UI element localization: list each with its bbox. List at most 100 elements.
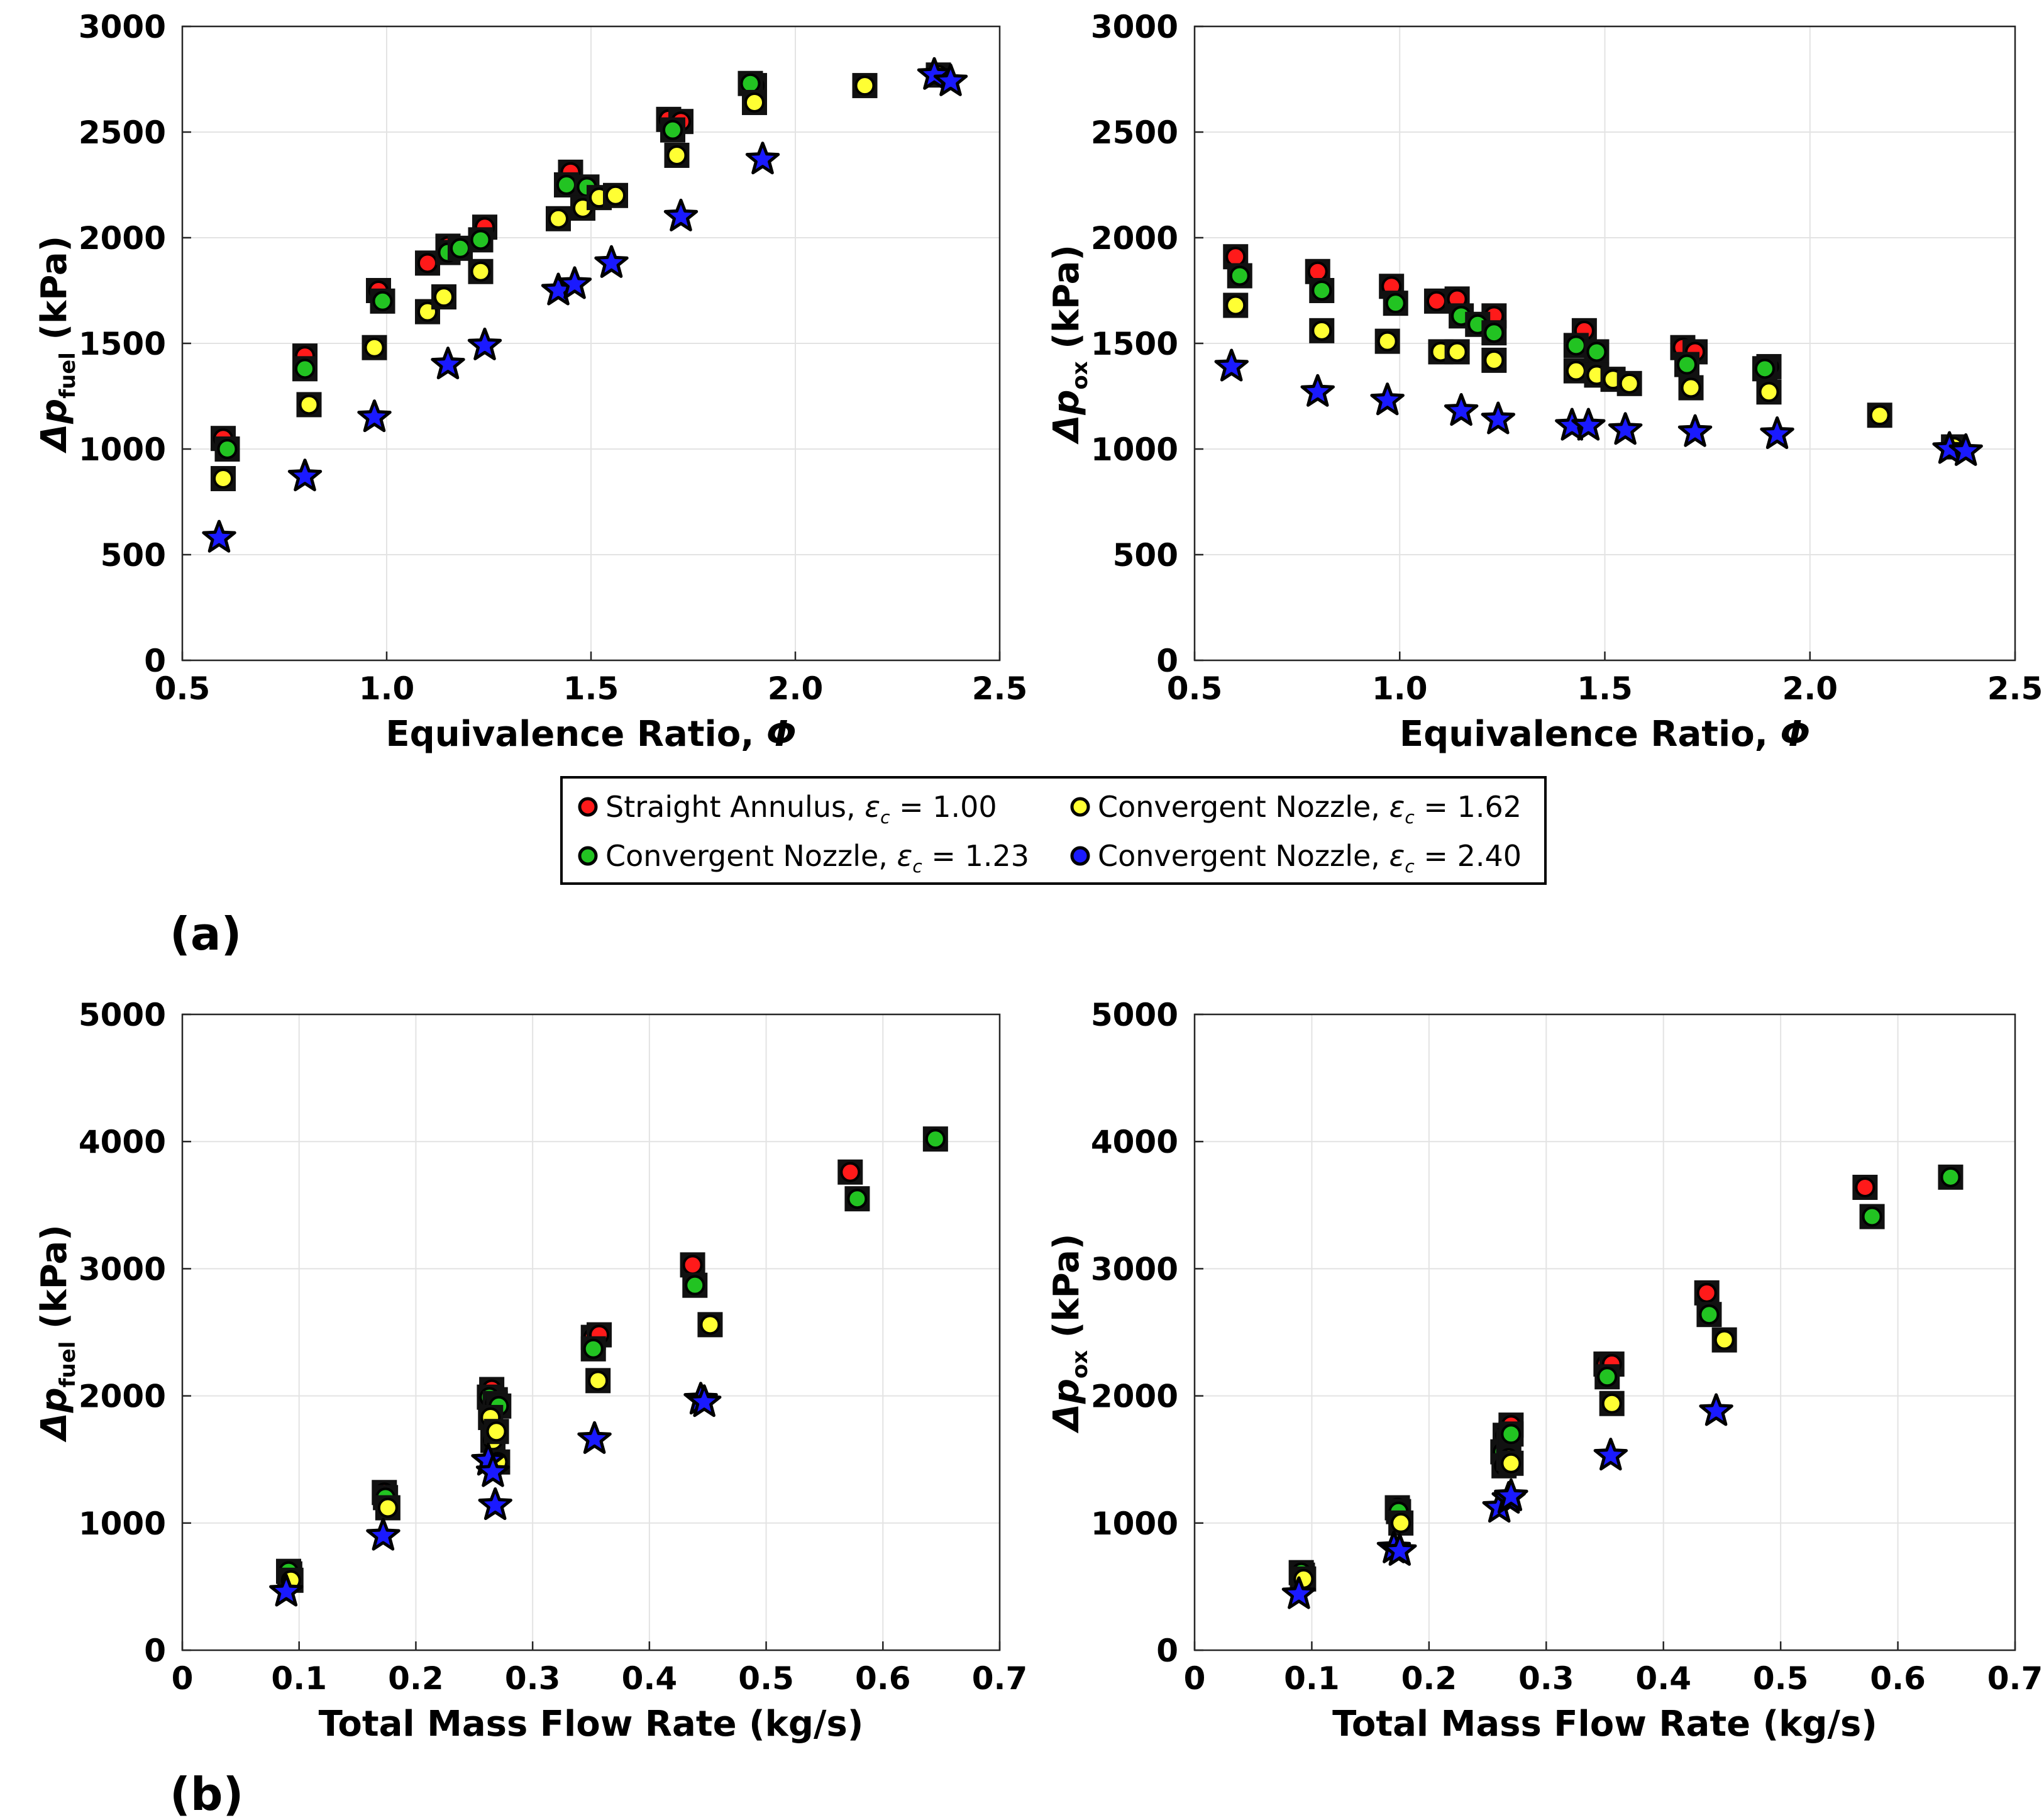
- x-tick-label: 1.5: [1577, 670, 1633, 707]
- circle-marker: [377, 1497, 398, 1518]
- data-point: [1300, 374, 1335, 407]
- circle-marker: [556, 175, 577, 195]
- data-point: [1599, 1390, 1625, 1416]
- y-tick-label: 3000: [1091, 1251, 1178, 1287]
- star-marker: [917, 57, 952, 90]
- star-marker: [1214, 348, 1249, 382]
- data-point: [1674, 352, 1699, 377]
- circle-marker: [1754, 358, 1775, 379]
- circle-marker: [1597, 1367, 1618, 1387]
- x-tick-label: 0.5: [155, 670, 211, 707]
- data-point: [1281, 1576, 1317, 1609]
- x-tick-label: 0.4: [622, 1660, 678, 1697]
- data-point: [577, 1421, 612, 1454]
- circle-marker: [1696, 1282, 1717, 1303]
- circle-marker: [470, 261, 491, 282]
- data-point: [1309, 278, 1335, 303]
- y-tick-label: 2000: [1091, 220, 1178, 257]
- y-tick-label: 1500: [79, 326, 166, 362]
- data-point: [202, 519, 236, 553]
- x-tick-label: 2.0: [1782, 670, 1838, 707]
- data-point: [1948, 433, 1983, 466]
- data-point: [415, 250, 440, 276]
- circle-marker: [1862, 1206, 1882, 1227]
- x-tick-label: 0.5: [1753, 1660, 1809, 1697]
- data-point: [468, 258, 494, 284]
- x-tick-label: 0.5: [1167, 670, 1223, 707]
- y-tick-label: 2500: [79, 114, 166, 151]
- series-c162: [1223, 292, 1967, 460]
- x-tick-label: 1.0: [1372, 670, 1428, 707]
- star-marker: [1481, 401, 1516, 435]
- circle-marker: [1714, 1329, 1735, 1350]
- legend-text-c240: Convergent Nozzle, εc = 2.40: [1098, 839, 1522, 877]
- star-marker: [687, 1384, 722, 1418]
- circle-marker: [854, 75, 875, 96]
- star-marker: [933, 63, 968, 96]
- data-point: [211, 466, 236, 492]
- y-tick-label: 1500: [1091, 326, 1178, 362]
- circle-marker: [450, 238, 470, 258]
- star-marker: [1571, 408, 1606, 441]
- circle-marker: [682, 1255, 703, 1275]
- data-point: [478, 1487, 512, 1520]
- y-tick-label: 2000: [79, 1379, 166, 1415]
- data-point: [1699, 1393, 1733, 1426]
- series-c240: [269, 1382, 722, 1607]
- legend-text-c123: Convergent Nozzle, εc = 1.23: [605, 839, 1029, 877]
- data-point: [1678, 375, 1704, 401]
- data-point: [287, 458, 323, 492]
- data-point: [660, 117, 685, 143]
- circle-marker: [1385, 293, 1406, 314]
- star-marker: [663, 198, 699, 231]
- y-tick-label: 4000: [1091, 1124, 1178, 1160]
- circle-marker: [1677, 354, 1697, 375]
- star-marker: [431, 347, 465, 380]
- star-marker: [1608, 412, 1643, 445]
- y-tick-label: 2500: [1091, 114, 1178, 151]
- x-tick-label: 0.7: [1987, 1660, 2043, 1697]
- series-layer: [1214, 244, 1983, 466]
- star-marker: [467, 327, 502, 360]
- star-marker: [1760, 416, 1794, 449]
- star-marker: [269, 1573, 304, 1607]
- data-point: [1383, 291, 1408, 316]
- legend-marker-yellow: [1070, 797, 1090, 817]
- x-tick-label: 1.5: [563, 670, 619, 707]
- circle-marker: [1377, 331, 1398, 352]
- legend-marker-red: [578, 797, 598, 817]
- series-c240: [1214, 348, 1983, 466]
- circle-marker: [1225, 295, 1246, 316]
- series-c123: [1227, 263, 1777, 382]
- data-point: [431, 284, 456, 310]
- circle-marker: [605, 185, 626, 206]
- circle-marker: [1312, 320, 1332, 341]
- legend-text-straight: Straight Annulus, εc = 1.00: [605, 790, 997, 828]
- data-point: [357, 399, 392, 433]
- legend-entry-straight: Straight Annulus, εc = 1.00: [578, 790, 997, 828]
- y-tick-label: 3000: [1091, 9, 1178, 45]
- data-point: [682, 1272, 708, 1298]
- star-marker: [478, 1487, 512, 1520]
- legend-marker-blue: [1070, 846, 1090, 866]
- chart-a-right: 0.5 1.0 1.5 2.0 2.5 0 500 1000 1500 2000 2500 3000 E…: [1046, 9, 2043, 755]
- circle-marker: [1229, 265, 1250, 286]
- star-marker: [1677, 414, 1713, 447]
- charts-layer: 0.5 1.0 1.5 2.0 2.5 0 500 1000 1500 2000 2500 3000 E…: [34, 9, 2043, 1745]
- y-tick-label: 500: [101, 537, 166, 574]
- star-marker: [475, 1454, 511, 1487]
- data-point: [1938, 1164, 1964, 1190]
- star-marker: [577, 1421, 612, 1454]
- circle-marker: [1566, 360, 1586, 381]
- data-point: [1227, 263, 1252, 289]
- chart-b-left: 0 0.1 0.2 0.3 0.4 0.5 0.6 0.7 0 1000 2000 3000 4000 5…: [34, 997, 1027, 1745]
- y-tick-label: 3000: [79, 9, 166, 45]
- data-point: [745, 141, 780, 175]
- x-tick-label: 0.3: [505, 1660, 561, 1697]
- data-point: [922, 1126, 948, 1152]
- star-marker: [557, 266, 592, 299]
- series-c240: [1281, 1393, 1733, 1609]
- data-point: [1696, 1302, 1722, 1328]
- circle-marker: [666, 145, 687, 165]
